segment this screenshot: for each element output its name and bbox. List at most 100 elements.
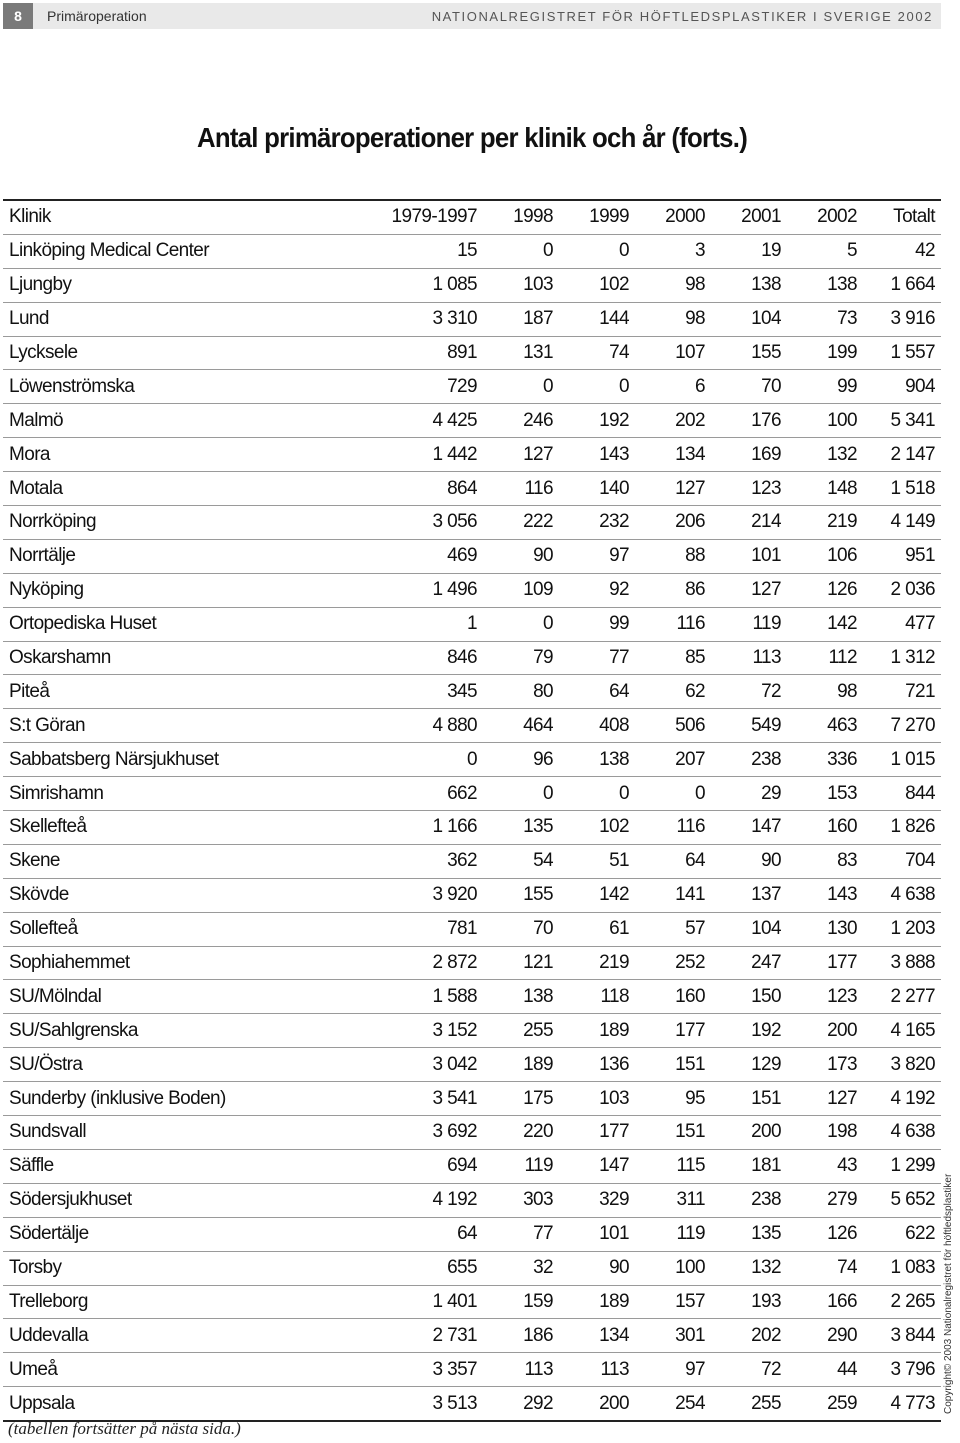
count-cell: 1 085	[432, 274, 477, 296]
count-cell: 255	[523, 1019, 554, 1041]
count-cell: 192	[599, 409, 630, 431]
table-row: Piteå 345 80 64 62 72 98 721	[3, 674, 941, 709]
count-cell: 175	[523, 1087, 554, 1109]
count-cell: 2 265	[890, 1290, 935, 1312]
clinic-name-cell: Sophiahemmet	[9, 952, 130, 974]
count-cell: 311	[676, 1189, 706, 1211]
count-cell: 140	[599, 477, 630, 499]
count-cell: 43	[837, 1155, 858, 1177]
count-cell: 107	[675, 342, 706, 363]
count-cell: 109	[523, 579, 554, 601]
count-cell: 622	[905, 1223, 936, 1245]
copyright-notice: Copyright© 2003 Nationalregistret för hö…	[943, 1173, 954, 1414]
count-cell: 464	[523, 714, 554, 736]
count-cell: 345	[447, 680, 478, 702]
table-row: Löwenströmska 729 0 0 6 70 99 904	[3, 369, 941, 404]
count-cell: 0	[543, 782, 554, 804]
count-cell: 4 149	[890, 511, 935, 533]
count-cell: 3 357	[432, 1358, 477, 1380]
count-cell: 254	[675, 1392, 706, 1414]
count-cell: 77	[533, 1223, 554, 1245]
clinic-name-cell: Sollefteå	[9, 918, 78, 940]
count-cell: 97	[609, 545, 630, 567]
count-cell: 166	[827, 1290, 858, 1312]
count-cell: 29	[761, 782, 782, 804]
count-cell: 1	[467, 613, 478, 635]
count-cell: 662	[447, 782, 478, 804]
count-cell: 951	[905, 545, 936, 567]
count-cell: 121	[523, 952, 554, 974]
page-header: 8 Primäroperation NATIONALREGISTRET FÖR …	[3, 3, 941, 29]
count-cell: 160	[827, 816, 858, 838]
count-cell: 5	[847, 240, 858, 262]
count-cell: 200	[599, 1392, 630, 1414]
count-cell: 159	[523, 1290, 554, 1312]
count-cell: 101	[599, 1223, 630, 1245]
count-cell: 207	[675, 748, 706, 770]
clinic-name-cell: Mora	[9, 443, 50, 465]
clinic-name-cell: Malmö	[9, 409, 64, 431]
count-cell: 137	[751, 884, 782, 906]
count-cell: 42	[915, 240, 936, 262]
count-cell: 88	[685, 545, 706, 567]
count-cell: 86	[685, 579, 706, 601]
table-row: Sunderby (inklusive Boden) 3 541 175 103 95 1…	[3, 1081, 941, 1116]
count-cell: 74	[609, 342, 630, 363]
clinic-name-cell: Sunderby (inklusive Boden)	[9, 1087, 226, 1109]
count-cell: 189	[599, 1019, 630, 1041]
count-cell: 153	[827, 782, 858, 804]
count-cell: 103	[599, 1087, 630, 1109]
count-cell: 202	[751, 1324, 782, 1346]
count-cell: 3 513	[432, 1392, 477, 1414]
count-cell: 127	[523, 443, 554, 465]
table-row: Malmö 4 425 246 192 202 176 100 5 341	[3, 403, 941, 438]
count-cell: 3 692	[432, 1121, 477, 1143]
count-cell: 74	[837, 1257, 858, 1279]
count-cell: 116	[524, 477, 554, 499]
count-cell: 15	[457, 240, 478, 262]
count-cell: 2 872	[432, 952, 477, 974]
table-row: Sundsvall 3 692 220 177 151 200 198 4 638	[3, 1115, 941, 1150]
count-cell: 4 425	[432, 409, 477, 431]
table-row: Södertälje 64 77 101 119 135 126 622	[3, 1217, 941, 1251]
count-cell: 200	[751, 1121, 782, 1143]
count-cell: 98	[837, 680, 858, 702]
count-cell: 3 056	[432, 511, 477, 533]
table-row: Skellefteå 1 166 135 102 116 147 160 1 826	[3, 810, 941, 845]
clinic-name-cell: Simrishamn	[9, 782, 104, 804]
count-cell: 51	[609, 850, 630, 872]
count-cell: 3 820	[890, 1053, 935, 1075]
table-row: Torsby 655 32 90 100 132 74 1 083	[3, 1251, 941, 1285]
count-cell: 336	[827, 748, 858, 770]
clinic-name-cell: Lund	[9, 308, 49, 330]
clinic-name-cell: Norrtälje	[9, 545, 76, 567]
count-cell: 187	[523, 308, 554, 330]
count-cell: 214	[751, 511, 782, 533]
count-cell: 92	[609, 579, 630, 601]
count-cell: 119	[752, 613, 782, 635]
count-cell: 408	[599, 714, 630, 736]
count-cell: 301	[675, 1324, 706, 1346]
count-cell: 83	[837, 850, 858, 872]
count-cell: 1 166	[432, 816, 477, 838]
count-cell: 186	[523, 1324, 554, 1346]
clinic-name-cell: Löwenströmska	[9, 375, 135, 397]
count-cell: 138	[751, 274, 782, 296]
count-cell: 131	[523, 342, 554, 363]
column-header: 2000	[665, 206, 705, 228]
count-cell: 192	[751, 1019, 782, 1041]
count-cell: 4 880	[432, 714, 477, 736]
clinic-name-cell: SU/Mölndal	[9, 985, 102, 1007]
table-body: Linköping Medical Center 15 0 0 3 19 5 42 Ljungb…	[3, 234, 941, 1422]
count-cell: 329	[599, 1189, 630, 1211]
column-header: Totalt	[893, 206, 935, 228]
count-cell: 5 341	[890, 409, 935, 431]
count-cell: 138	[523, 985, 554, 1007]
table-row: Trelleborg 1 401 159 189 157 193 166 2 265	[3, 1285, 941, 1319]
count-cell: 1 312	[890, 647, 935, 669]
count-cell: 189	[523, 1053, 554, 1075]
clinic-name-cell: Sundsvall	[9, 1121, 87, 1143]
footnote: (tabellen fortsätter på nästa sida.)	[8, 1419, 241, 1438]
count-cell: 463	[827, 714, 858, 736]
count-cell: 100	[827, 409, 858, 431]
